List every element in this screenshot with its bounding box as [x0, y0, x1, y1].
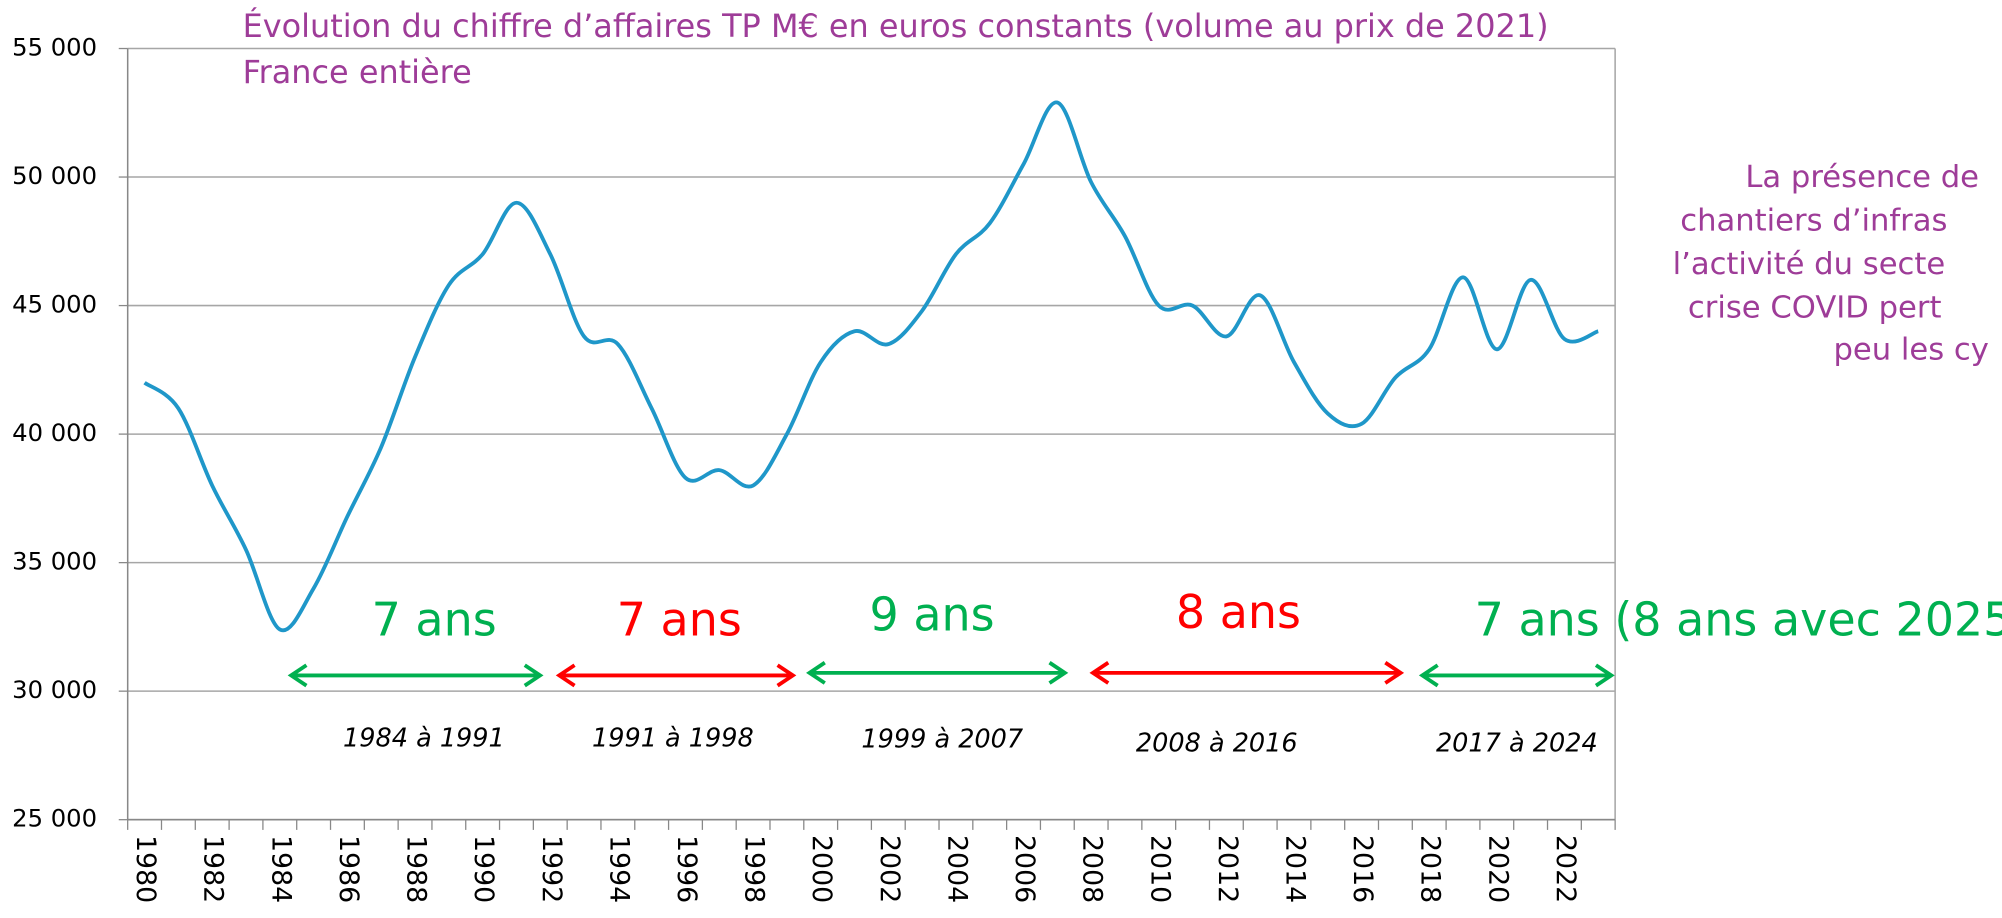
arrow-head: [1418, 663, 1439, 688]
annotation-line: l’activité du secte: [1673, 247, 1946, 282]
annotation-line: peu les cy: [1833, 333, 1988, 368]
arrow-head: [776, 663, 797, 688]
arrow-head: [1048, 661, 1069, 685]
x-tick-label: 2002: [874, 835, 905, 903]
period-duration: 9 ans: [870, 587, 995, 641]
x-tick-label: 2004: [941, 835, 972, 903]
x-tick-label: 2012: [1212, 835, 1243, 903]
arrow-head: [523, 663, 544, 688]
x-tick-label: 1996: [671, 835, 702, 903]
period-duration: 7 ans: [617, 593, 742, 647]
x-tick-label: 2020: [1482, 835, 1513, 903]
x-tick-label: 1984: [265, 835, 296, 903]
annotation-line: chantiers d’infras: [1680, 204, 1947, 239]
y-tick-label: 55 000: [12, 33, 97, 62]
x-tick-label: 1998: [739, 835, 770, 903]
arrow-head: [287, 663, 308, 688]
x-tick-label: 1980: [130, 835, 161, 903]
arrow-head: [806, 661, 826, 685]
y-tick-label: 45 000: [12, 290, 97, 319]
chart-subtitle: France entière: [243, 53, 472, 91]
x-tick-label: 1986: [333, 835, 364, 903]
y-tick-label: 50 000: [12, 161, 97, 190]
y-tick-label: 40 000: [12, 418, 97, 447]
chart-title: Évolution du chiffre d’affaires TP M€ en…: [243, 7, 1549, 45]
annotation-line: La présence de: [1745, 160, 1979, 195]
x-tick-label: 2018: [1415, 835, 1446, 903]
x-tick-label: 2008: [1077, 835, 1108, 903]
period-range: 2008 à 2016: [1136, 728, 1298, 758]
x-tick-label: 1992: [536, 835, 567, 903]
x-tick-label: 1982: [198, 835, 229, 903]
y-tick-label: 35 000: [12, 547, 97, 576]
period-duration: 7 ans (8 ans avec 2025): [1475, 593, 2002, 647]
data-line: [143, 100, 1599, 633]
x-tick-label: 2014: [1279, 835, 1310, 903]
y-tick-label: 25 000: [12, 804, 97, 833]
arrow-head: [1089, 661, 1110, 685]
arrow-head: [1384, 661, 1405, 685]
x-tick-label: 2010: [1144, 835, 1175, 903]
x-tick-label: 2000: [806, 835, 837, 903]
period-range: 2017 à 2024: [1436, 728, 1598, 758]
annotation-line: crise COVID pert: [1688, 290, 1942, 325]
x-tick-label: 2006: [1009, 835, 1040, 903]
x-tick-label: 2016: [1347, 835, 1378, 903]
x-tick-label: 1994: [603, 835, 634, 903]
arrow-head: [1594, 663, 1615, 688]
period-range: 1991 à 1998: [592, 723, 754, 753]
period-duration: 8 ans: [1176, 585, 1301, 639]
period-range: 1999 à 2007: [861, 725, 1023, 755]
x-tick-label: 1990: [468, 835, 499, 903]
x-tick-label: 2022: [1550, 835, 1581, 903]
y-tick-label: 30 000: [12, 675, 97, 704]
period-range: 1984 à 1991: [343, 723, 505, 753]
period-duration: 7 ans: [372, 593, 497, 647]
arrow-head: [555, 663, 576, 688]
x-tick-label: 1988: [401, 835, 432, 903]
